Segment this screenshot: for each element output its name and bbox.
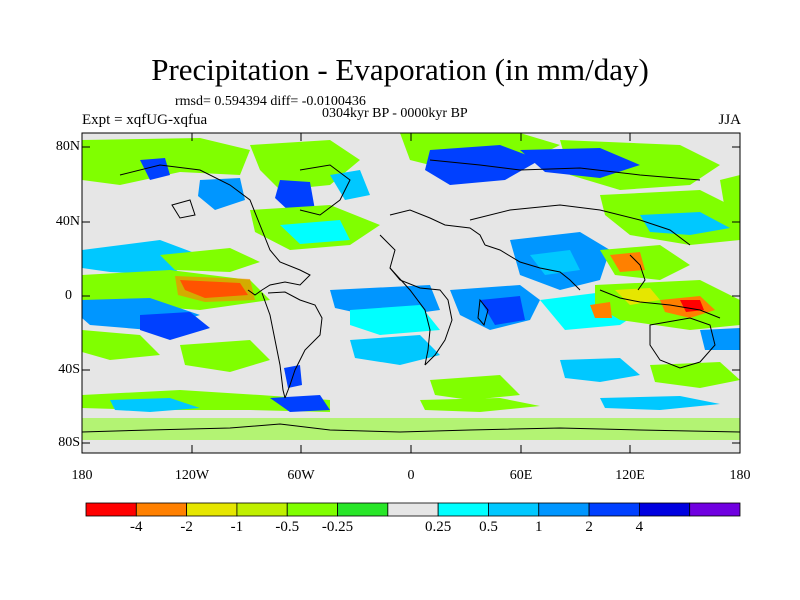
colorbar-swatch xyxy=(588,502,640,517)
colorbar-label: -0.5 xyxy=(275,519,300,535)
x-tick-label: 60E xyxy=(509,468,533,483)
colorbar-label: 2 xyxy=(585,519,593,535)
stats-label: rmsd= 0.594394 diff= -0.0100436 xyxy=(175,94,366,109)
colorbar-swatch xyxy=(135,502,188,517)
colorbar-label: -4 xyxy=(130,519,143,535)
colorbar-swatch xyxy=(286,502,338,517)
colorbar-swatch xyxy=(437,502,489,517)
y-tick-label: 80N xyxy=(55,139,80,154)
map-field xyxy=(82,133,740,453)
x-tick-label: 60W xyxy=(287,468,315,483)
y-tick-label: 0 xyxy=(65,288,72,303)
colorbar-swatch xyxy=(538,502,590,517)
colorbar-swatch xyxy=(488,502,540,517)
colorbar-label: -1 xyxy=(230,519,244,535)
colorbar-swatch xyxy=(236,502,288,517)
period-label: 0304kyr BP - 0000kyr BP xyxy=(322,106,468,121)
axis-ticks xyxy=(82,133,740,453)
colorbar-swatch xyxy=(387,502,439,517)
x-tick-label: 120W xyxy=(174,468,210,483)
x-tick-label: 120E xyxy=(615,468,645,483)
colorbar-swatch xyxy=(85,502,137,517)
season-label: JJA xyxy=(718,112,741,128)
colorbar-label: 1 xyxy=(535,519,543,535)
colorbar-label: 4 xyxy=(635,519,644,535)
colorbar-swatch xyxy=(638,502,691,517)
colorbar-swatch xyxy=(337,502,389,517)
x-tick-label: 180 xyxy=(729,468,751,483)
colorbar-label: 0.5 xyxy=(479,519,498,535)
colorbar-label: -0.25 xyxy=(321,519,354,535)
y-tick-label: 80S xyxy=(58,435,80,450)
colorbar-swatch xyxy=(186,502,238,517)
colorbar-swatch xyxy=(689,502,741,517)
experiment-label: Expt = xqfUG-xqfua xyxy=(82,112,208,128)
colorbar-label: 0.25 xyxy=(425,519,452,535)
y-tick-label: 40N xyxy=(55,214,80,229)
x-tick-label: 0 xyxy=(407,468,415,483)
y-tick-label: 40S xyxy=(58,362,80,377)
coastlines xyxy=(82,159,740,433)
colorbar-label: -2 xyxy=(180,519,193,535)
x-tick-label: 180 xyxy=(71,468,93,483)
chart-title: Precipitation - Evaporation (in mm/day) xyxy=(151,52,649,87)
